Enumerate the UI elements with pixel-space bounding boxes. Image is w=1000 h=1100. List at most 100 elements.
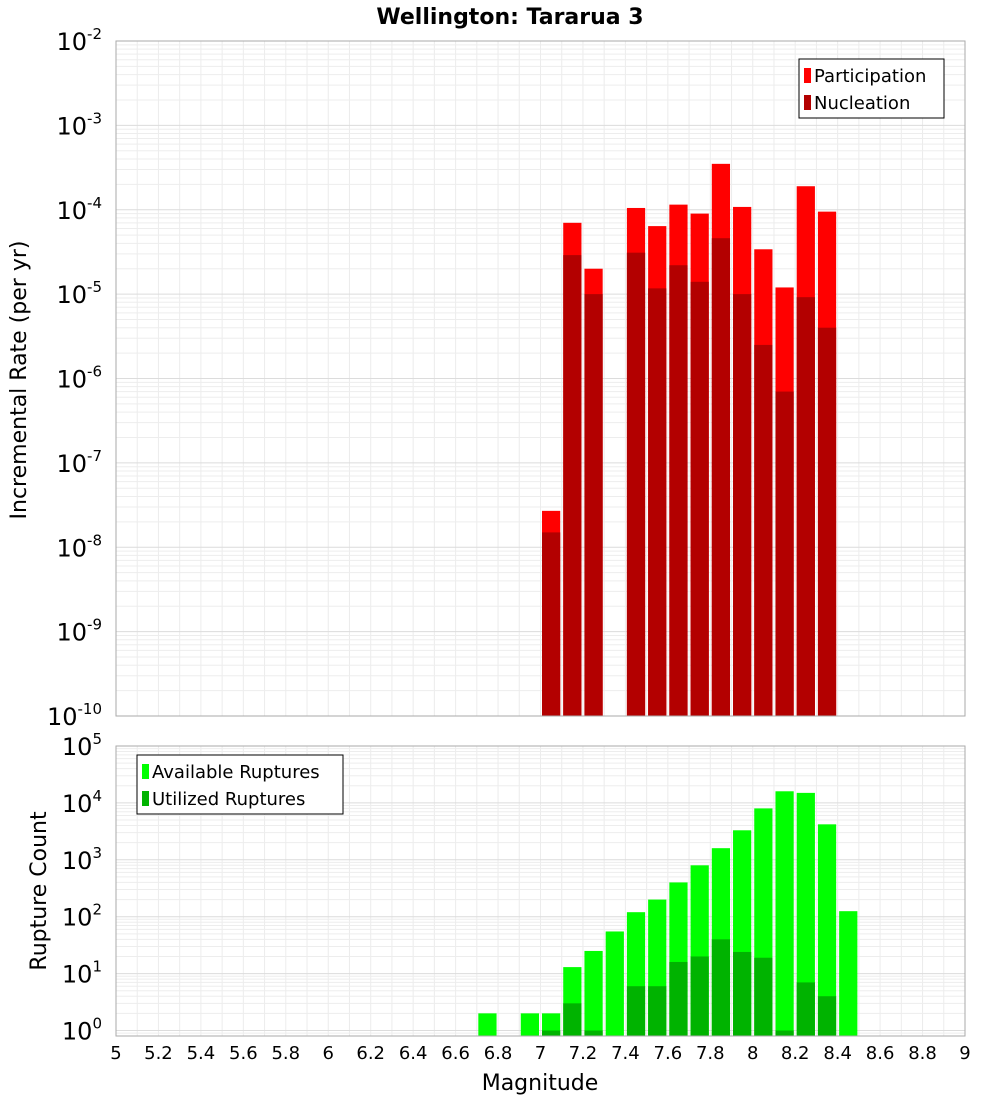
y-tick-base: 10 <box>47 703 78 731</box>
bar-utilized-ruptures-7_85 <box>711 939 731 1036</box>
top-y-tick-label: 10-4 <box>56 194 102 225</box>
x-tick-label: 7.2 <box>569 1043 598 1064</box>
x-tick-label: 7.6 <box>654 1043 683 1064</box>
bar-nucleation-7_25 <box>584 294 603 716</box>
bar-utilized-ruptures-7_75 <box>690 956 709 1036</box>
bar-utilized-ruptures-7_15 <box>563 1003 582 1036</box>
x-tick-label: 5.8 <box>271 1043 300 1064</box>
x-tick-label: 8.6 <box>866 1043 895 1064</box>
y-tick-exponent: -9 <box>87 616 102 634</box>
bar-available-ruptures-7_05 <box>542 1013 561 1036</box>
bar-nucleation-8_15 <box>775 391 794 716</box>
bar-available-ruptures-6_75 <box>478 1013 497 1036</box>
bar-available-ruptures-8_35 <box>817 824 837 1036</box>
y-tick-exponent: -4 <box>87 194 102 212</box>
y-tick-base: 10 <box>56 281 87 309</box>
y-tick-base: 10 <box>62 733 93 761</box>
bar-available-ruptures-8_25 <box>796 792 815 1036</box>
y-tick-exponent: -6 <box>87 363 102 381</box>
x-tick-label: 9 <box>959 1043 970 1064</box>
bottom-plot-border <box>115 745 966 1037</box>
x-tick-label: 8.4 <box>823 1043 852 1064</box>
y-tick-exponent: -3 <box>87 109 102 127</box>
top-y-tick-label: 10-8 <box>56 531 102 562</box>
x-tick-label: 6.2 <box>356 1043 385 1064</box>
bar-utilized-ruptures-8_05 <box>754 957 773 1036</box>
y-tick-exponent: 0 <box>92 1014 102 1032</box>
bar-nucleation-7_65 <box>669 265 688 716</box>
x-tick-label: 8.2 <box>781 1043 810 1064</box>
top-y-tick-label: 10-6 <box>56 363 102 394</box>
legend-label: Participation <box>814 66 926 87</box>
top-legend: Participation Nucleation <box>798 58 945 119</box>
y-tick-base: 10 <box>56 534 87 562</box>
x-tick-label: 8.8 <box>908 1043 937 1064</box>
bar-nucleation-7_15 <box>563 255 582 716</box>
bar-nucleation-7_55 <box>648 288 667 716</box>
bottom-bars <box>478 791 858 1036</box>
bar-nucleation-7_75 <box>690 281 709 716</box>
y-tick-base: 10 <box>62 847 93 875</box>
x-tick-label: 6.6 <box>441 1043 470 1064</box>
y-tick-exponent: 1 <box>92 958 102 976</box>
bottom-y-tick-label: 103 <box>62 844 102 875</box>
bar-utilized-ruptures-7_45 <box>626 986 646 1036</box>
top-y-tick-label: 10-3 <box>56 109 102 140</box>
bottom-legend: Available Ruptures Utilized Ruptures <box>136 754 344 815</box>
x-tick-label: 7.8 <box>696 1043 725 1064</box>
top-y-tick-label: 10-7 <box>56 447 102 478</box>
top-y-tick-label: 10-9 <box>56 616 102 647</box>
top-y-tick-label: 10-5 <box>56 278 102 309</box>
bar-nucleation-8_25 <box>796 297 815 716</box>
bottom-y-tick-label: 101 <box>62 958 102 989</box>
y-tick-base: 10 <box>62 790 93 818</box>
bottom-y-tick-label: 102 <box>62 901 102 932</box>
legend-label: Utilized Ruptures <box>152 789 305 810</box>
y-tick-exponent: 4 <box>92 787 102 805</box>
x-tick-label: 6 <box>323 1043 334 1064</box>
y-tick-exponent: -5 <box>87 278 102 296</box>
top-y-tick-label: 10-10 <box>47 700 102 731</box>
bar-available-ruptures-8_45 <box>839 911 858 1036</box>
x-tick-label: 5.6 <box>229 1043 258 1064</box>
legend-label: Nucleation <box>814 93 910 114</box>
bottom-y-tick-label: 104 <box>62 787 102 818</box>
bar-nucleation-7_05 <box>542 532 561 716</box>
x-tick-label: 6.4 <box>399 1043 428 1064</box>
legend-label: Available Ruptures <box>152 762 320 783</box>
chart-title: Wellington: Tararua 3 <box>376 5 643 30</box>
top-gridlines <box>116 41 965 716</box>
top-y-axis-label: Incremental Rate (per yr) <box>7 241 32 520</box>
x-tick-label: 6.8 <box>484 1043 513 1064</box>
bar-available-ruptures-6_95 <box>520 1013 539 1036</box>
x-tick-label: 5.2 <box>144 1043 173 1064</box>
top-plot-border <box>115 40 966 717</box>
bottom-y-tick-label: 100 <box>62 1014 102 1045</box>
x-tick-label: 7 <box>535 1043 546 1064</box>
x-ticks: 5 5.2 5.4 5.6 5.8 6 6.2 6.4 6.6 6.8 7 7.2 7.4 7.6 7.8 8… <box>110 1043 970 1064</box>
bar-nucleation-7_95 <box>733 294 752 716</box>
x-tick-label: 5.4 <box>187 1043 216 1064</box>
legend-swatch-utilized-ruptures <box>142 791 149 806</box>
y-tick-base: 10 <box>56 112 87 140</box>
bar-utilized-ruptures-8_35 <box>817 996 837 1036</box>
bar-utilized-ruptures-7_55 <box>648 986 667 1036</box>
bar-available-ruptures-7_35 <box>605 931 624 1036</box>
legend-swatch-available-ruptures <box>142 764 149 779</box>
bar-utilized-ruptures-7_95 <box>733 951 752 1036</box>
x-tick-label: 5 <box>110 1043 121 1064</box>
y-tick-exponent: 3 <box>92 844 102 862</box>
y-tick-base: 10 <box>62 961 93 989</box>
y-tick-exponent: 2 <box>92 901 102 919</box>
y-tick-exponent: -2 <box>87 25 102 43</box>
y-tick-exponent: 5 <box>92 730 102 748</box>
bar-available-ruptures-8_15 <box>775 791 794 1036</box>
top-y-tick-label: 10-2 <box>56 25 102 56</box>
y-tick-base: 10 <box>56 197 87 225</box>
y-tick-base: 10 <box>56 28 87 56</box>
y-tick-exponent: -7 <box>87 447 102 465</box>
legend-swatch-nucleation <box>804 95 811 110</box>
